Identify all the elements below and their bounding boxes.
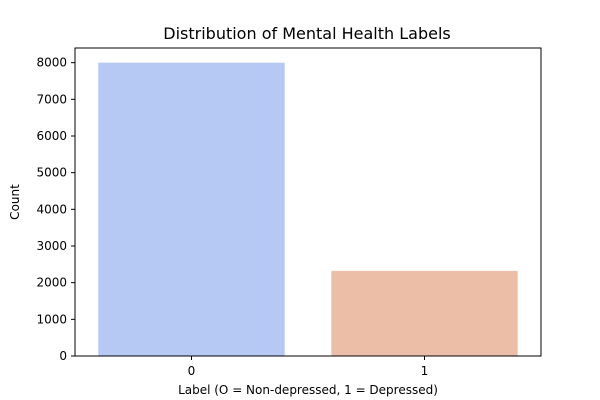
y-tick-label-0: 0 — [59, 349, 67, 363]
y-tick-label-2000: 2000 — [36, 276, 67, 290]
y-axis: 0 1000 2000 3000 4000 5000 6000 7000 8000 — [36, 56, 75, 363]
chart-title: Distribution of Mental Health Labels — [163, 24, 450, 43]
y-tick-label-3000: 3000 — [36, 239, 67, 253]
bar-1 — [331, 270, 518, 356]
y-tick-label-1000: 1000 — [36, 312, 67, 326]
y-tick-label-7000: 7000 — [36, 92, 67, 106]
y-tick-label-6000: 6000 — [36, 129, 67, 143]
x-tick-label-1: 1 — [421, 364, 429, 378]
x-tick-label-0: 0 — [188, 364, 196, 378]
y-tick-label-8000: 8000 — [36, 56, 67, 70]
y-tick-label-4000: 4000 — [36, 202, 67, 216]
bar-0 — [98, 62, 285, 357]
bars — [98, 62, 518, 357]
x-axis-label: Label (O = Non-depressed, 1 = Depressed) — [178, 383, 438, 397]
plot-frame — [74, 47, 542, 357]
y-axis-label: Count — [8, 184, 22, 220]
y-tick-label-5000: 5000 — [36, 166, 67, 180]
